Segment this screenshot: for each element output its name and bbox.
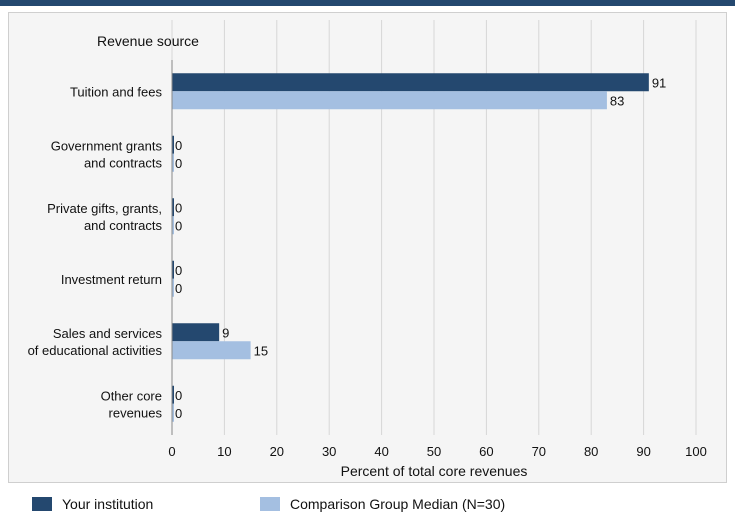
bar-series1 (172, 73, 649, 92)
category-label: Government grants (51, 138, 163, 153)
data-label: 0 (175, 263, 182, 278)
bar-series2 (172, 278, 174, 297)
x-tick-label: 0 (168, 444, 175, 459)
x-axis-title: Percent of total core revenues (341, 463, 528, 479)
x-tick-label: 30 (322, 444, 336, 459)
data-label: 0 (175, 406, 182, 421)
top-rule (0, 0, 735, 6)
chart-title: Revenue source (97, 33, 199, 49)
data-label: 0 (175, 281, 182, 296)
x-tick-label: 80 (584, 444, 598, 459)
legend-swatch-comparison-median (260, 497, 280, 511)
data-label: 0 (175, 200, 182, 215)
data-label: 15 (254, 343, 268, 358)
data-label: 9 (222, 325, 229, 340)
bar-chart: Revenue source 91 83 Tuition and fees 0 0 Gove… (28, 20, 707, 479)
bar-series1 (172, 323, 220, 342)
x-tick-label: 90 (636, 444, 650, 459)
bar-series1 (172, 260, 174, 279)
legend-label-comparison-median: Comparison Group Median (N=30) (290, 496, 506, 512)
x-tick-label: 70 (532, 444, 546, 459)
bar-series1 (172, 198, 174, 217)
category-label: revenues (109, 405, 163, 420)
x-tick-label: 10 (217, 444, 231, 459)
legend-item-comparison-median: Comparison Group Median (N=30) (260, 495, 505, 513)
data-label: 91 (652, 75, 666, 90)
legend-label-your-institution: Your institution (62, 496, 154, 512)
legend-swatch-your-institution (32, 497, 52, 511)
data-label: 0 (175, 218, 182, 233)
data-label: 83 (610, 93, 624, 108)
category-label: and contracts (84, 218, 163, 233)
bar-series2 (172, 403, 174, 422)
bar-series1 (172, 135, 174, 154)
bar-series2 (172, 216, 174, 235)
bar-series1 (172, 385, 174, 404)
category-label: Investment return (61, 272, 162, 287)
x-tick-label: 20 (270, 444, 284, 459)
category-label: Private gifts, grants, (47, 201, 162, 216)
category-label: Other core (101, 388, 162, 403)
category-label: Sales and services (53, 326, 163, 341)
bar-series2 (172, 91, 607, 110)
category-label: Tuition and fees (70, 84, 163, 99)
x-tick-label: 50 (427, 444, 441, 459)
legend-item-your-institution: Your institution (32, 495, 153, 513)
x-tick-label: 60 (479, 444, 493, 459)
data-label: 0 (175, 388, 182, 403)
legend: Your institution Comparison Group Median… (0, 492, 735, 516)
data-label: 0 (175, 156, 182, 171)
category-label: and contracts (84, 155, 163, 170)
bar-series2 (172, 153, 174, 172)
x-tick-label: 40 (374, 444, 388, 459)
category-label: of educational activities (28, 343, 163, 358)
x-tick-label: 100 (685, 444, 707, 459)
data-label: 0 (175, 138, 182, 153)
bar-series2 (172, 341, 251, 360)
